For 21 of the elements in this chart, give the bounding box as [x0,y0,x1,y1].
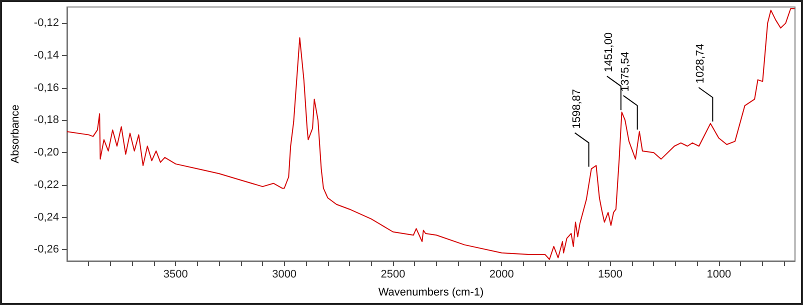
y-tick-label: -0,20 [34,146,59,159]
y-tick-label: -0,16 [34,82,59,94]
x-tick-label: 1000 [706,268,732,280]
y-tick-label: -0,14 [34,50,59,62]
annotation: 1375,54 [619,52,632,92]
x-tick-label: 1500 [598,268,623,280]
x-tick-label: 3500 [163,268,188,280]
y-tick-label: -0,24 [34,211,59,224]
y-tick-label: -0,22 [34,178,59,191]
x-tick-label: 2000 [489,268,514,280]
x-tick-label: 3000 [272,268,297,280]
y-tick-label: -0,18 [34,114,59,126]
annotation: 1598,87 [570,89,583,129]
y-tick-label: -0,26 [34,244,59,256]
annotation: 1028,74 [694,44,707,84]
y-tick-label: -0,12 [34,17,59,30]
annotation: 1451,00 [602,32,615,72]
line-series [66,8,796,260]
y-axis-title: Absorbance [10,104,22,164]
x-tick-label: 2500 [380,268,406,280]
x-axis-title: Wavenumbers (cm-1) [378,286,484,298]
